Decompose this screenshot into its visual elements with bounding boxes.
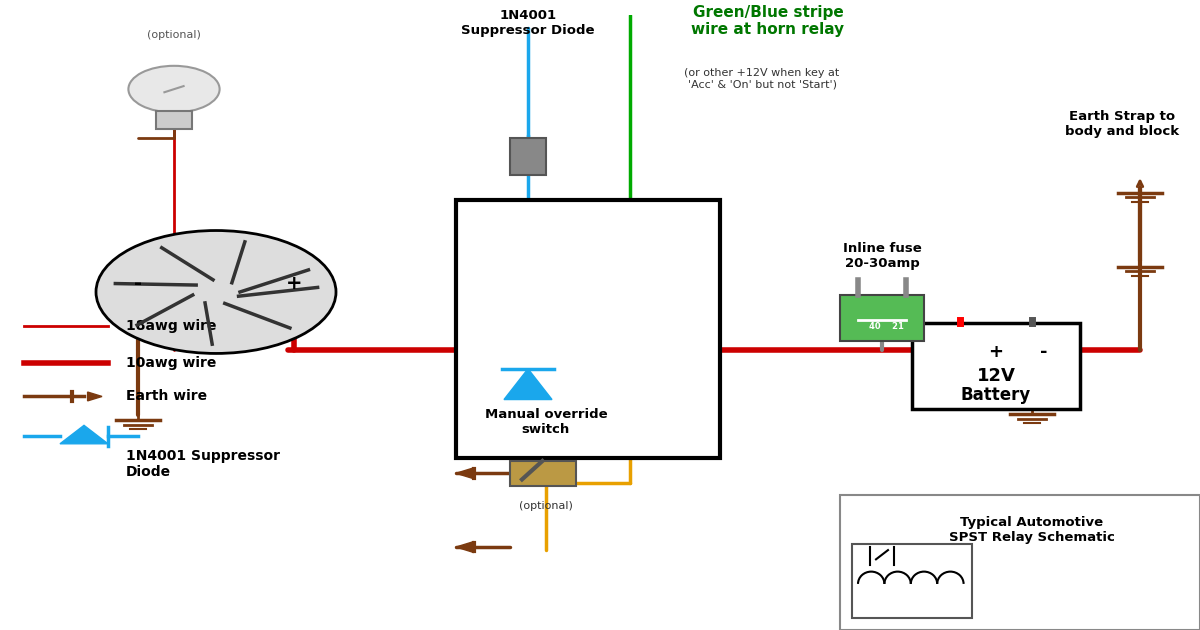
Text: +: + [989, 343, 1003, 360]
Text: 12V: 12V [977, 367, 1015, 385]
Text: (optional): (optional) [148, 30, 200, 40]
Circle shape [96, 231, 336, 353]
Text: +: + [286, 274, 302, 293]
Text: 1N4001
Suppressor Diode: 1N4001 Suppressor Diode [461, 9, 595, 37]
Text: -: - [1040, 343, 1048, 360]
Bar [912, 323, 1080, 409]
Circle shape [128, 66, 220, 113]
Bar [840, 295, 924, 341]
Polygon shape [504, 369, 552, 399]
Text: 10awg wire: 10awg wire [126, 356, 216, 370]
Text: Green/Blue stripe
wire at horn relay: Green/Blue stripe wire at horn relay [691, 4, 845, 37]
Text: Typical Automotive
SPST Relay Schematic: Typical Automotive SPST Relay Schematic [949, 516, 1115, 544]
Text: -: - [134, 274, 142, 293]
Polygon shape [456, 467, 474, 479]
Text: Earth wire: Earth wire [126, 389, 208, 403]
Bar [510, 461, 576, 486]
Bar [510, 139, 546, 175]
Polygon shape [88, 392, 102, 401]
Bar [852, 544, 972, 617]
Text: 1N4001 Suppressor
Diode: 1N4001 Suppressor Diode [126, 449, 280, 479]
Text: Inline fuse
20-30amp: Inline fuse 20-30amp [842, 243, 922, 270]
Bar [456, 200, 720, 458]
Polygon shape [60, 425, 108, 444]
Text: (or other +12V when key at
'Acc' & 'On' but not 'Start'): (or other +12V when key at 'Acc' & 'On' … [684, 67, 840, 89]
Text: Battery: Battery [961, 386, 1031, 404]
Bar [840, 495, 1200, 630]
Text: (optional): (optional) [520, 501, 572, 511]
Polygon shape [456, 542, 474, 553]
Bar [156, 111, 192, 129]
Text: Manual override
switch: Manual override switch [485, 408, 607, 437]
Text: 18awg wire: 18awg wire [126, 319, 216, 333]
Text: 40    21: 40 21 [869, 322, 904, 331]
Text: Earth Strap to
body and block: Earth Strap to body and block [1064, 110, 1180, 139]
